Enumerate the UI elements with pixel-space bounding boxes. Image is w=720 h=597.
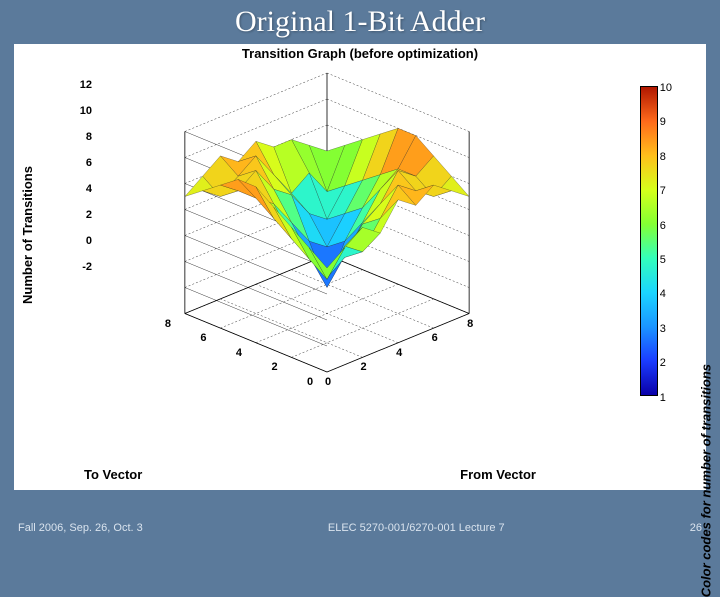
chart-title: Transition Graph (before optimization) [14, 46, 706, 61]
footer-left: Fall 2006, Sep. 26, Oct. 3 [18, 522, 143, 534]
figure-area: Transition Graph (before optimization) N… [14, 44, 706, 490]
x-axis-left-label: To Vector [84, 467, 142, 482]
footer-right: 26 [690, 522, 702, 534]
z-axis-label: Number of Transitions [20, 166, 35, 304]
colorbar-ticks: 10987654321 [660, 82, 672, 426]
colorbar-label: Color codes for number of transitions [698, 364, 713, 597]
footer: Fall 2006, Sep. 26, Oct. 3 ELEC 5270-001… [0, 522, 720, 534]
x-axis-right-label: From Vector [460, 467, 536, 482]
title-bar: Original 1-Bit Adder [0, 0, 720, 44]
slide-title: Original 1-Bit Adder [235, 5, 485, 39]
slide: Original 1-Bit Adder Transition Graph (b… [0, 0, 720, 540]
footer-center: ELEC 5270-001/6270-001 Lecture 7 [328, 522, 505, 534]
colorbar [640, 86, 658, 396]
z-axis-ticks: 121086420-2 [74, 79, 92, 287]
